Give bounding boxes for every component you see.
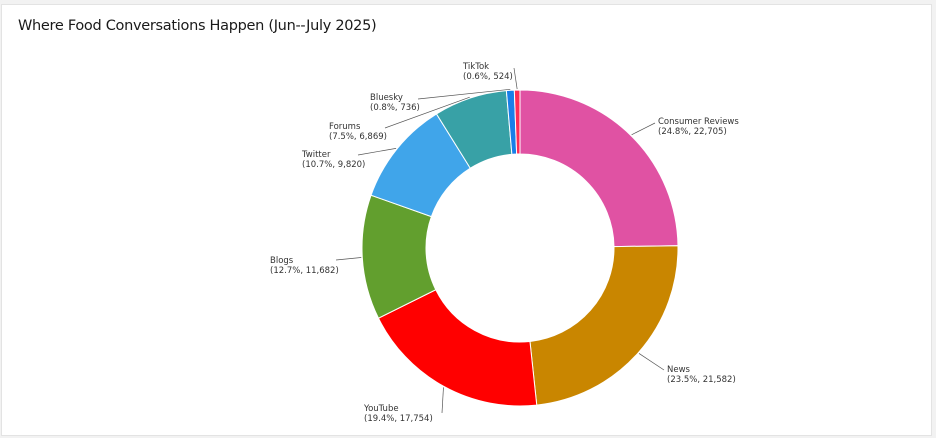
slice-value-label-tiktok: (0.6%, 524) bbox=[463, 72, 513, 82]
slice-label-consumer-reviews: Consumer Reviews bbox=[658, 117, 739, 127]
slice-label-bluesky: Bluesky bbox=[370, 93, 403, 103]
leader-line-news bbox=[638, 353, 665, 371]
slice-label-tiktok: TikTok bbox=[462, 62, 489, 72]
slice-youtube[interactable] bbox=[377, 289, 538, 407]
slice-label-news: News bbox=[667, 365, 691, 375]
donut-chart: Consumer Reviews(24.8%, 22,705) News(23.5… bbox=[270, 62, 739, 424]
chart-panel: Where Food Conversations Happen (Jun--Ju… bbox=[1, 4, 932, 436]
slice-news[interactable] bbox=[529, 245, 679, 406]
leader-line-consumer-reviews bbox=[631, 122, 656, 136]
slice-label-youtube: YouTube bbox=[363, 404, 399, 414]
leader-line-youtube bbox=[441, 387, 444, 414]
slice-value-label-news: (23.5%, 21,582) bbox=[667, 375, 736, 385]
slice-value-label-blogs: (12.7%, 11,682) bbox=[270, 266, 339, 276]
leader-line-bluesky bbox=[417, 88, 511, 100]
slice-value-label-youtube: (19.4%, 17,754) bbox=[364, 414, 433, 424]
slice-consumer-reviews[interactable] bbox=[519, 89, 679, 248]
leader-line-forums bbox=[384, 96, 470, 129]
slice-value-label-forums: (7.5%, 6,869) bbox=[329, 132, 387, 142]
slice-value-label-consumer-reviews: (24.8%, 22,705) bbox=[658, 127, 727, 137]
slice-label-forums: Forums bbox=[329, 122, 361, 132]
slice-tiktok[interactable] bbox=[513, 89, 521, 155]
slice-value-label-twitter: (10.7%, 9,820) bbox=[302, 160, 365, 170]
slice-label-blogs: Blogs bbox=[270, 256, 294, 266]
chart-title: Where Food Conversations Happen (Jun--Ju… bbox=[18, 18, 377, 34]
leader-line-blogs bbox=[335, 257, 362, 261]
leader-line-twitter bbox=[357, 148, 397, 156]
leader-line-tiktok bbox=[513, 67, 518, 90]
slice-label-twitter: Twitter bbox=[301, 150, 331, 160]
slice-value-label-bluesky: (0.8%, 736) bbox=[370, 103, 420, 113]
